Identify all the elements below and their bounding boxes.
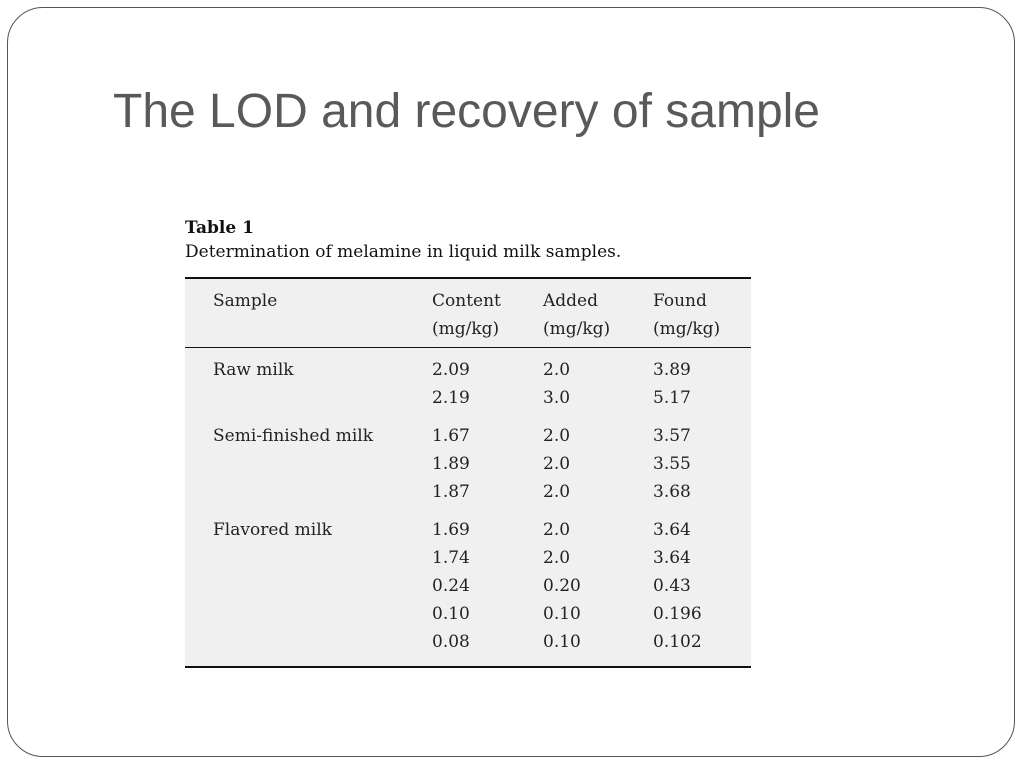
slide-frame [7, 7, 1015, 757]
data-table: Sample Content (mg/kg) Added (mg/kg) Fou… [185, 277, 751, 668]
table-body: Raw milk 2.09 2.19 2.0 3.0 3.89 5.17 Sem… [185, 348, 751, 666]
added-cell: 2.0 [543, 454, 571, 474]
found-cell: 0.196 [653, 604, 702, 624]
table-figure: Table 1 Determination of melamine in liq… [185, 216, 751, 668]
added-cell: 2.0 [543, 548, 571, 568]
slide-title: The LOD and recovery of sample [113, 85, 820, 138]
found-cell: 3.64 [653, 520, 691, 540]
found-cell: 5.17 [653, 388, 691, 408]
found-cell: 3.55 [653, 454, 691, 474]
content-cell: 0.24 [432, 576, 470, 596]
table-label: Table 1 [185, 218, 254, 238]
sample-name: Flavored milk [213, 520, 332, 540]
added-cell: 3.0 [543, 388, 571, 408]
found-cell: 3.57 [653, 426, 691, 446]
content-cell: 2.09 [432, 360, 470, 380]
added-cell: 2.0 [543, 360, 571, 380]
content-cell: 1.87 [432, 482, 470, 502]
found-cell: 3.68 [653, 482, 691, 502]
added-cell: 2.0 [543, 482, 571, 502]
table-caption: Determination of melamine in liquid milk… [185, 242, 622, 262]
table-row-group: Raw milk 2.09 2.19 2.0 3.0 3.89 5.17 [185, 356, 751, 412]
header-found-unit: (mg/kg) [653, 319, 721, 339]
added-cell: 2.0 [543, 426, 571, 446]
header-content: Content (mg/kg) [432, 287, 543, 343]
sample-name: Raw milk [213, 360, 294, 380]
content-cell: 1.74 [432, 548, 470, 568]
content-cell: 0.10 [432, 604, 470, 624]
table-row-group: Semi-finished milk 1.67 1.89 1.87 2.0 2.… [185, 422, 751, 506]
added-cell: 0.10 [543, 632, 581, 652]
content-cell: 1.67 [432, 426, 470, 446]
found-cell: 3.64 [653, 548, 691, 568]
table-header-row: Sample Content (mg/kg) Added (mg/kg) Fou… [185, 279, 751, 348]
content-cell: 1.69 [432, 520, 470, 540]
added-cell: 0.10 [543, 604, 581, 624]
header-added-unit: (mg/kg) [543, 319, 611, 339]
header-content-unit: (mg/kg) [432, 319, 500, 339]
header-found: Found (mg/kg) [653, 287, 751, 343]
content-cell: 1.89 [432, 454, 470, 474]
header-sample: Sample [185, 287, 432, 343]
found-cell: 0.43 [653, 576, 691, 596]
sample-name: Semi-finished milk [213, 426, 374, 446]
header-found-label: Found [653, 291, 707, 311]
header-sample-label: Sample [213, 291, 278, 311]
found-cell: 0.102 [653, 632, 702, 652]
header-content-label: Content [432, 291, 501, 311]
content-cell: 2.19 [432, 388, 470, 408]
added-cell: 0.20 [543, 576, 581, 596]
added-cell: 2.0 [543, 520, 571, 540]
header-added-label: Added [543, 291, 598, 311]
found-cell: 3.89 [653, 360, 691, 380]
header-added: Added (mg/kg) [543, 287, 653, 343]
content-cell: 0.08 [432, 632, 470, 652]
table-row-group: Flavored milk 1.69 1.74 0.24 0.10 0.08 2… [185, 516, 751, 656]
